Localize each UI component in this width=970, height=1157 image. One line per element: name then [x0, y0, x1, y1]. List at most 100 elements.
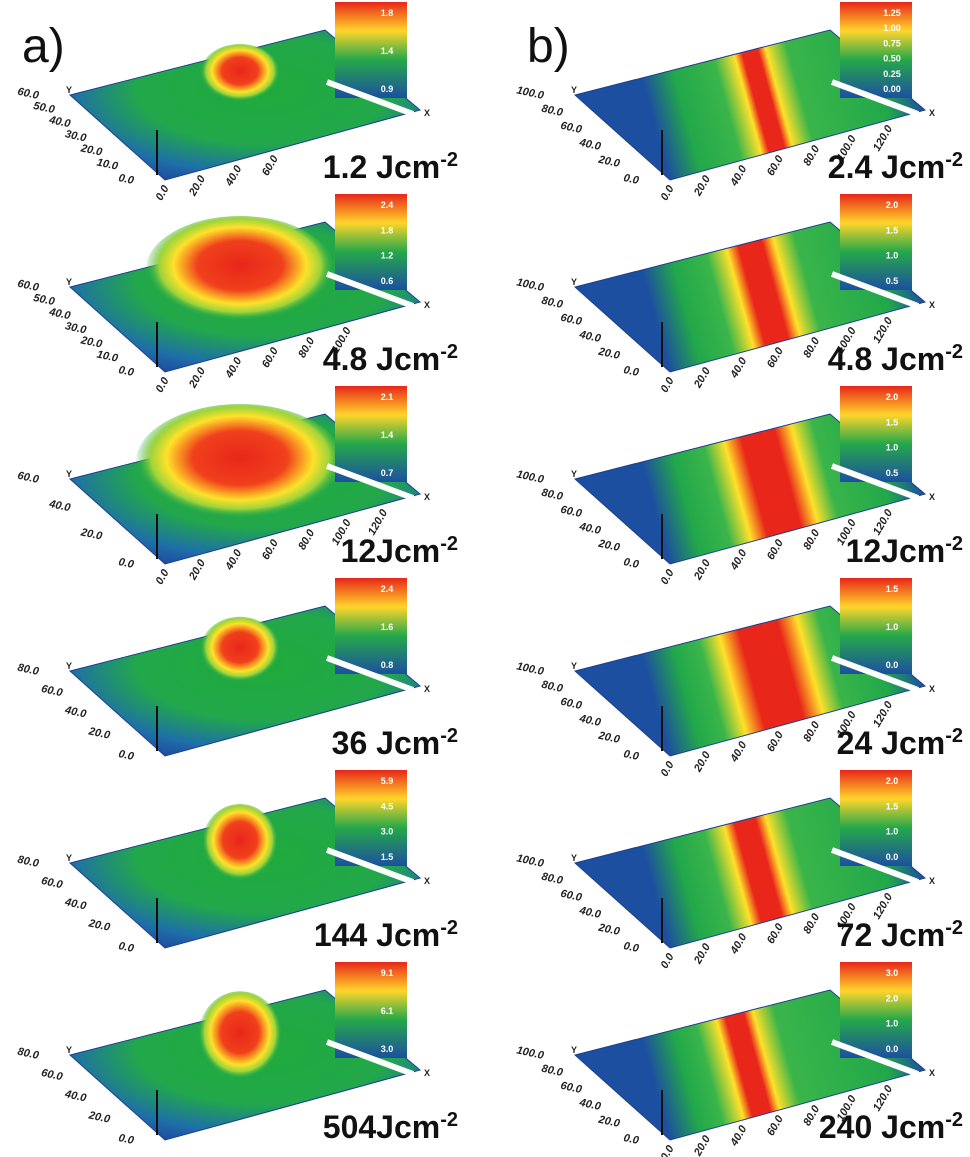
fluence-exponent: -2 [440, 149, 458, 171]
x-tick-label: 80.0 [801, 911, 823, 936]
x-tick-label: 80.0 [801, 527, 823, 552]
y-tick-label: 60.0 [559, 888, 583, 904]
fluence-exponent: -2 [945, 1109, 963, 1131]
y-tick-label: 0.0 [622, 172, 640, 187]
fluence-label: 1.2 Jcm-2 [323, 149, 458, 185]
colorbar-label: 4.5 [381, 801, 394, 811]
axis-letter: Y [571, 469, 577, 479]
colorbar-label: 3.0 [381, 1044, 394, 1054]
y-tick-label: 100.0 [515, 1044, 545, 1062]
y-tick-label: 0.0 [117, 748, 135, 763]
y-tick-label: 100.0 [515, 852, 545, 870]
y-tick-label: 80.0 [540, 1063, 564, 1079]
fluence-label: 144 Jcm-2 [314, 917, 458, 953]
y-tick-label: 40.0 [577, 329, 602, 346]
x-tick-label: 60.0 [765, 537, 787, 562]
x-tick-label: 0.0 [659, 759, 677, 779]
x-tick-label: 80.0 [296, 527, 318, 552]
peak [200, 44, 280, 104]
colorbar-label: 1.0 [886, 443, 899, 453]
axis-letter: X [424, 876, 430, 886]
x-tick-label: 20.0 [186, 173, 208, 199]
colorbar-label: 0.00 [883, 84, 901, 94]
colorbar-label: 1.5 [886, 417, 899, 427]
y-tick-label: 40.0 [63, 896, 88, 913]
y-tick-label: 20.0 [87, 917, 112, 934]
axis-letter: Y [571, 661, 577, 671]
y-tick-label: 0.0 [622, 1132, 640, 1147]
axis-letter: X [929, 684, 935, 694]
axis-letter: X [424, 1068, 430, 1078]
y-tick-label: 10.0 [96, 157, 120, 173]
colorbar-label: 1.0 [886, 1019, 899, 1029]
y-tick-label: 40.0 [63, 704, 88, 721]
y-tick-label: 60.0 [559, 312, 583, 328]
y-tick-label: 0.0 [622, 940, 640, 955]
colorbar-label: 2.4 [381, 200, 394, 210]
peak [145, 216, 335, 326]
peak [202, 804, 278, 884]
x-tick-label: 0.0 [659, 951, 677, 971]
colorbar-label: 1.5 [886, 225, 899, 235]
y-tick-label: 60.0 [40, 875, 64, 891]
y-tick-label: 20.0 [596, 346, 621, 363]
axis-letter: Y [66, 853, 72, 863]
colorbar-label: 6.1 [381, 1006, 394, 1016]
y-tick-label: 40.0 [63, 1088, 88, 1105]
y-tick-label: 100.0 [515, 468, 545, 486]
y-tick-label: 0.0 [622, 748, 640, 763]
y-tick-label: 40.0 [577, 713, 602, 730]
fluence-value: 504Jcm [323, 1109, 440, 1145]
y-tick-label: 80.0 [16, 662, 40, 678]
y-tick-label: 60.0 [40, 1067, 64, 1083]
y-tick-label: 0.0 [622, 364, 640, 379]
x-tick-label: 80.0 [801, 143, 823, 168]
axis-letter: Y [66, 661, 72, 671]
axis-letter: X [424, 108, 430, 118]
x-tick-label: 60.0 [260, 345, 282, 370]
y-tick-label: 60.0 [559, 1080, 583, 1096]
colorbar-label: 1.6 [381, 622, 394, 632]
y-tick-label: 40.0 [577, 1097, 602, 1114]
x-tick-label: 40.0 [728, 163, 750, 189]
colorbar-label: 2.1 [381, 392, 394, 402]
axis-letter: X [929, 108, 935, 118]
y-tick-label: 40.0 [47, 498, 72, 515]
x-tick-label: 40.0 [728, 931, 750, 957]
colorbar [335, 386, 407, 482]
y-tick-label: 60.0 [40, 683, 64, 699]
x-tick-label: 0.0 [659, 375, 677, 395]
colorbar-label: 0.6 [381, 276, 394, 286]
figure: a)YX60.050.040.030.020.010.00.00.020.040… [0, 0, 970, 1157]
fluence-label: 4.8 Jcm-2 [323, 341, 458, 377]
y-tick-label: 20.0 [87, 725, 112, 742]
colorbar-label: 0.5 [886, 468, 899, 478]
colorbar [840, 578, 912, 674]
fluence-label: 240 Jcm-2 [819, 1109, 963, 1145]
y-tick-label: 20.0 [596, 730, 621, 747]
x-tick-label: 20.0 [186, 365, 208, 391]
colorbar-label: 0.8 [381, 660, 394, 670]
x-tick-label: 20.0 [691, 557, 713, 583]
colorbar-label: 1.5 [886, 801, 899, 811]
fluence-label: 24 Jcm-2 [837, 725, 963, 761]
x-tick-label: 80.0 [801, 719, 823, 744]
colorbar [840, 2, 912, 98]
colorbar [335, 770, 407, 866]
axis-letter: Y [571, 85, 577, 95]
colorbar-label: 2.0 [886, 200, 899, 210]
colorbar-label: 0.9 [381, 84, 394, 94]
y-tick-label: 20.0 [79, 526, 104, 543]
x-tick-label: 60.0 [765, 153, 787, 178]
colorbar-label: 1.5 [886, 584, 899, 594]
fluence-exponent: -2 [945, 341, 963, 363]
colorbar [840, 386, 912, 482]
colorbar-label: 1.8 [381, 8, 394, 18]
colorbar-label: 1.00 [883, 23, 901, 33]
y-tick-label: 60.0 [559, 696, 583, 712]
y-tick-label: 40.0 [577, 905, 602, 922]
y-tick-label: 80.0 [16, 854, 40, 870]
x-tick-label: 20.0 [691, 749, 713, 775]
peak [200, 617, 280, 685]
fluence-value: 12Jcm [846, 533, 946, 569]
